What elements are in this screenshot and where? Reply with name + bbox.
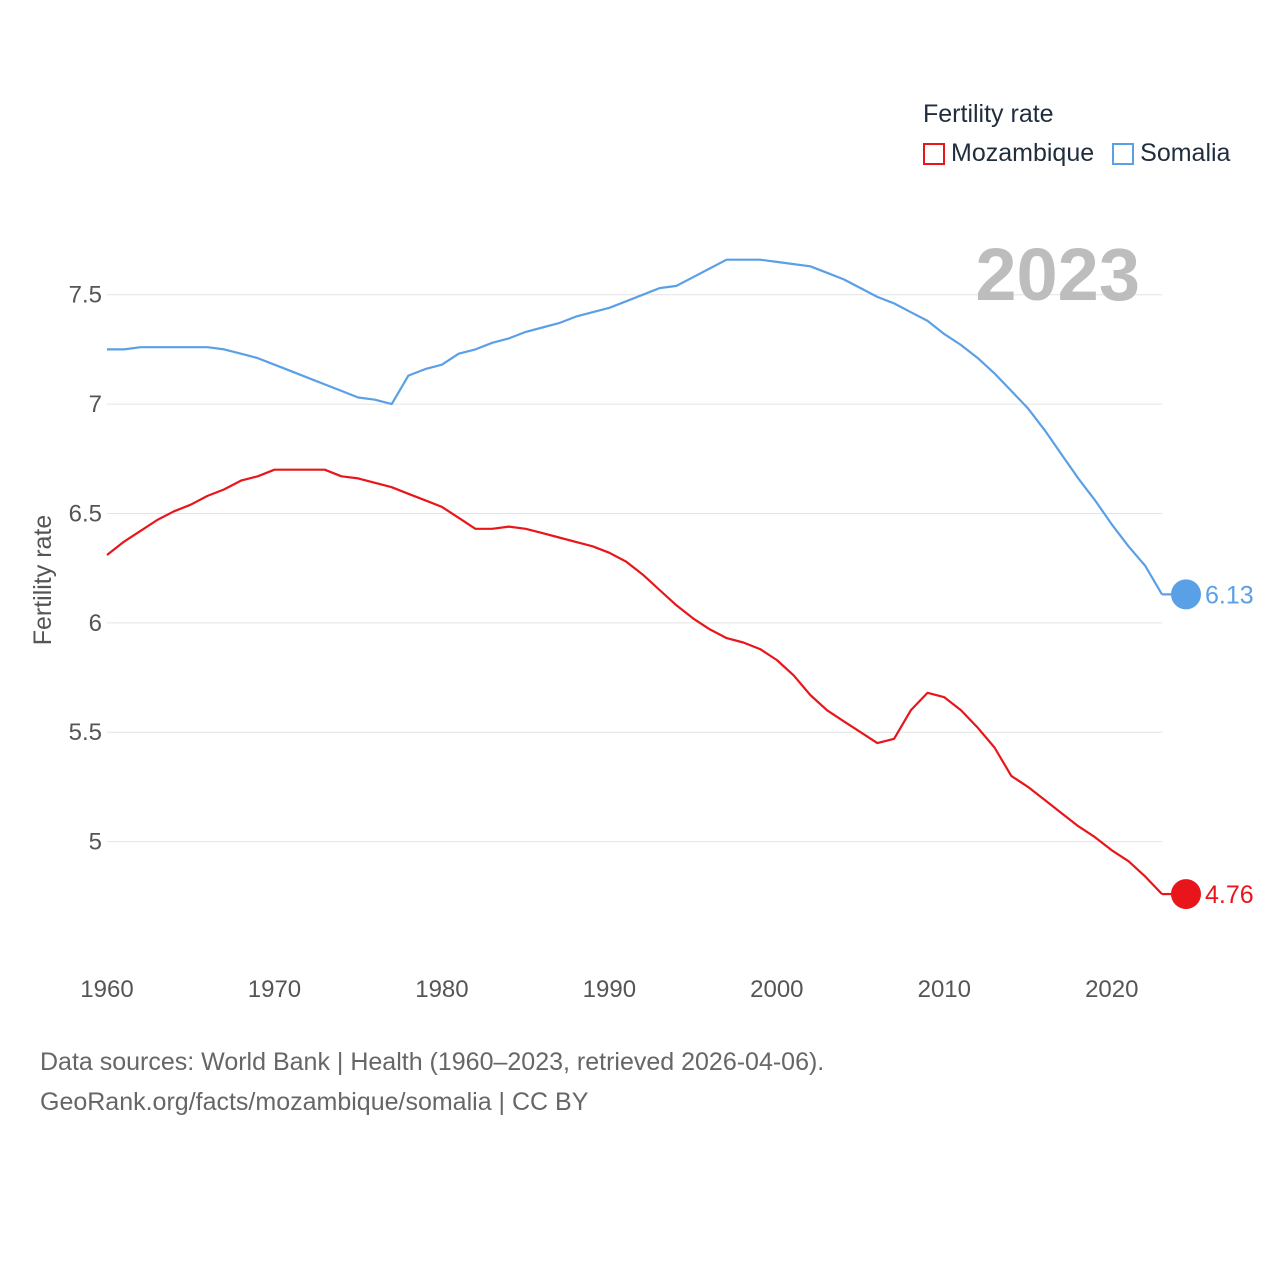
y-tick-label: 7.5: [69, 282, 102, 309]
year-watermark: 2023: [975, 233, 1140, 316]
legend-item-somalia[interactable]: Somalia: [1112, 139, 1230, 168]
series-lines: [106, 258, 1172, 896]
x-tick-label: 1970: [248, 976, 301, 1003]
series-line-mozambique[interactable]: [106, 468, 1163, 895]
y-axis-ticks: 5 5.5 6 6.5 7 7.5: [69, 282, 102, 856]
y-tick-label: 7: [89, 391, 102, 418]
y-tick-label: 6.5: [69, 500, 102, 527]
x-tick-label: 2010: [918, 976, 971, 1003]
x-axis-ticks: 1960 1970 1980 1990 2000 2010 2020: [80, 976, 1138, 1003]
y-tick-label: 5: [89, 829, 102, 856]
x-tick-label: 2000: [750, 976, 803, 1003]
flag-marker-mozambique[interactable]: [1171, 879, 1201, 910]
end-value-label-mozambique: 4.76: [1205, 881, 1254, 909]
data-source-note: Data sources: World Bank | Health (1960–…: [40, 1048, 825, 1076]
x-tick-label: 1980: [415, 976, 468, 1003]
legend-label-somalia: Somalia: [1140, 139, 1231, 167]
legend: Fertility rate Mozambique Somalia: [923, 100, 1248, 168]
legend-swatch-somalia: [1112, 142, 1135, 165]
y-axis-title: Fertility rate: [29, 515, 57, 646]
y-tick-label: 5.5: [69, 719, 102, 746]
series-line-somalia[interactable]: [107, 258, 1163, 595]
legend-item-mozambique[interactable]: Mozambique: [923, 139, 1094, 168]
legend-label-mozambique: Mozambique: [951, 139, 1095, 167]
end-value-label-somalia: 6.13: [1205, 581, 1254, 609]
x-tick-label: 2020: [1085, 976, 1138, 1003]
legend-swatch-mozambique: [923, 142, 945, 165]
x-tick-label: 1990: [583, 976, 636, 1003]
gridlines: [107, 294, 1162, 843]
x-tick-label: 1960: [80, 976, 133, 1003]
y-tick-label: 6: [89, 610, 102, 637]
source-link[interactable]: GeoRank.org/facts/mozambique/somalia | C…: [40, 1088, 589, 1116]
end-markers: 4.76 6.13: [1171, 579, 1254, 910]
flag-marker-somalia[interactable]: [1171, 579, 1201, 610]
legend-title: Fertility rate: [923, 100, 1054, 128]
footer: Data sources: World Bank | Health (1960–…: [40, 1042, 824, 1122]
